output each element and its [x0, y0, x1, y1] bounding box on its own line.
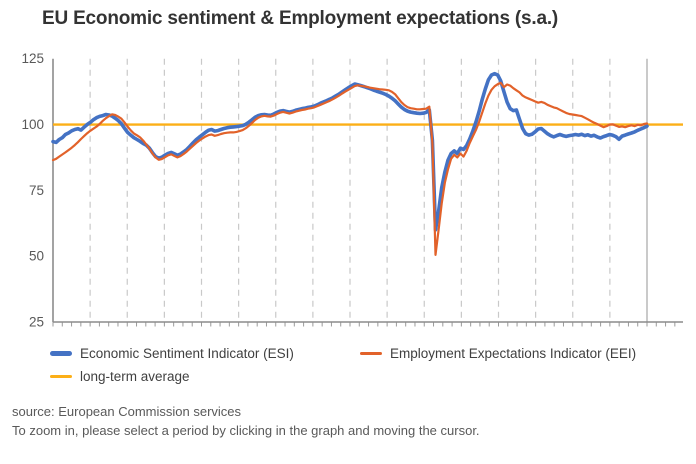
y-axis-tick-label: 50	[29, 249, 44, 264]
legend-item-eei[interactable]: Employment Expectations Indicator (EEI)	[360, 346, 636, 361]
legend-item-esi[interactable]: Economic Sentiment Indicator (ESI)	[50, 346, 294, 361]
eei-series-line	[51, 81, 649, 256]
longterm-average-swatch	[50, 375, 72, 378]
chart-title: EU Economic sentiment & Employment expec…	[42, 8, 559, 29]
y-axis-tick-label: 100	[21, 117, 44, 132]
y-axis-tick-label: 25	[29, 315, 44, 330]
legend-label-esi: Economic Sentiment Indicator (ESI)	[80, 346, 294, 361]
legend-label-longterm-average: long-term average	[80, 369, 190, 384]
legend-item-longterm-average[interactable]: long-term average	[50, 369, 190, 384]
esi-line-swatch	[50, 351, 72, 356]
legend-label-eei: Employment Expectations Indicator (EEI)	[390, 346, 637, 361]
eei-line-swatch	[360, 352, 382, 355]
y-axis-tick-label: 75	[29, 183, 44, 198]
source-note: source: European Commission services	[12, 404, 242, 419]
y-axis-tick-label: 125	[21, 51, 44, 66]
zoom-hint: To zoom in, please select a period by cl…	[12, 423, 480, 438]
